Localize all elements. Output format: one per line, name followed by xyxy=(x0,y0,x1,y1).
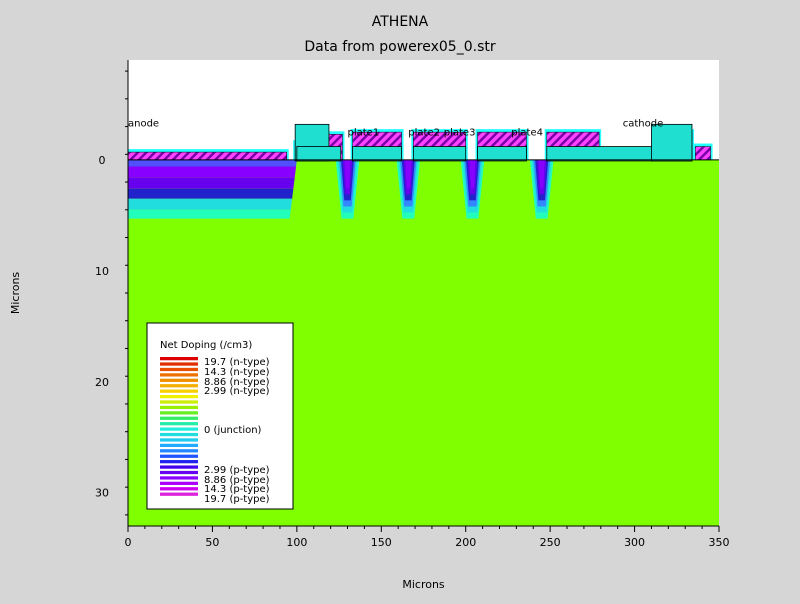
x-tick-label: 350 xyxy=(709,536,730,549)
legend-entry: 0 (junction) xyxy=(204,425,262,436)
electrode-label: cathode xyxy=(623,119,664,130)
electrode-label: plate4 xyxy=(511,127,543,138)
legend-swatch xyxy=(160,405,198,410)
contact-layer xyxy=(352,146,402,162)
legend-entry: 14.3 (n-type) xyxy=(204,367,270,378)
x-tick-label: 300 xyxy=(624,536,645,549)
legend-swatch xyxy=(160,373,198,377)
anode-doping-band xyxy=(128,166,297,178)
legend-swatch xyxy=(160,427,198,431)
anode-field-metal xyxy=(128,151,287,161)
x-tick-label: 250 xyxy=(540,536,561,549)
well-doping-region xyxy=(344,159,351,189)
x-tick-label: 0 xyxy=(125,536,132,549)
contact-layer xyxy=(412,146,467,162)
x-axis-label: Microns xyxy=(402,578,445,591)
legend-swatch xyxy=(160,470,198,475)
well-doping-region xyxy=(538,159,545,189)
legend-swatch xyxy=(160,411,198,415)
anode-doping-band xyxy=(128,209,291,219)
legend-swatch xyxy=(160,357,198,361)
x-tick-label: 50 xyxy=(205,536,219,549)
chart-subtitle: Data from powerex05_0.str xyxy=(304,39,496,55)
legend-swatch xyxy=(160,465,198,469)
well-doping-region xyxy=(405,159,412,189)
legend-swatch xyxy=(160,389,198,393)
electrode-label: plate3 xyxy=(444,127,476,138)
legend-swatch xyxy=(160,394,198,399)
legend-swatch xyxy=(160,454,198,458)
legend-swatch xyxy=(160,438,198,442)
electrode-label: plate2 xyxy=(408,127,440,138)
y-tick-label: 10 xyxy=(95,265,109,278)
legend-swatch xyxy=(160,367,198,372)
legend-swatch xyxy=(160,460,198,464)
legend-entry: 2.99 (n-type) xyxy=(204,386,270,397)
legend-swatch xyxy=(160,432,198,437)
y-axis-label: Microns xyxy=(9,272,22,315)
well-doping-region xyxy=(469,159,476,189)
x-tick-label: 100 xyxy=(286,536,307,549)
anode-doping-band xyxy=(128,159,297,167)
legend-swatch xyxy=(160,362,198,366)
legend-entry: 19.7 (n-type) xyxy=(204,357,270,368)
contact-layer xyxy=(651,123,693,162)
legend-entry: 8.86 (p-type) xyxy=(204,475,270,486)
y-tick-label: 30 xyxy=(95,487,109,500)
legend-swatch xyxy=(160,449,198,453)
legend-entry: 8.86 (n-type) xyxy=(204,377,270,388)
y-tick-label: 0 xyxy=(99,154,106,167)
legend-entry: 14.3 (p-type) xyxy=(204,484,270,495)
legend-swatch xyxy=(160,443,198,448)
contact-layer xyxy=(296,146,342,162)
anode-doping-band xyxy=(128,198,293,210)
legend-entry: 19.7 (p-type) xyxy=(204,494,270,505)
x-tick-label: 150 xyxy=(371,536,392,549)
legend-swatch xyxy=(160,416,198,420)
edge-step-metal xyxy=(695,146,711,161)
electrode-label: plate1 xyxy=(348,127,380,138)
chart-title: ATHENA xyxy=(371,14,429,30)
legend-swatch xyxy=(160,487,198,491)
anode-doping-band xyxy=(128,188,294,199)
contact-layer xyxy=(477,146,527,162)
legend-swatch xyxy=(160,492,198,496)
x-tick-label: 200 xyxy=(455,536,476,549)
legend-entry: 2.99 (p-type) xyxy=(204,465,270,476)
legend-swatch xyxy=(160,384,198,388)
electrode-label: anode xyxy=(128,119,159,130)
legend-swatch xyxy=(160,400,198,404)
legend-swatch xyxy=(160,422,198,426)
anode-doping-band xyxy=(128,177,295,189)
legend-swatch xyxy=(160,481,198,485)
legend-swatch xyxy=(160,378,198,382)
y-tick-label: 20 xyxy=(95,376,109,389)
legend-swatch xyxy=(160,476,198,480)
legend-title: Net Doping (/cm3) xyxy=(160,340,252,351)
